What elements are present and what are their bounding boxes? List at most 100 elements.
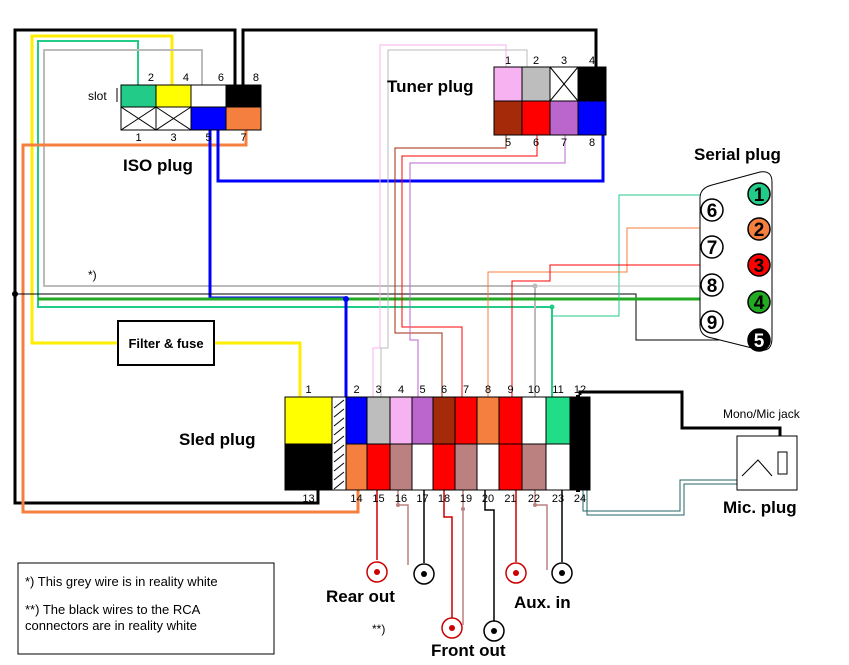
sled-bottom-pin-16-number: 16 xyxy=(395,493,407,505)
sled-bottom-pin-13-number: 13 xyxy=(302,493,314,505)
sled-bottom-pin-15 xyxy=(366,443,391,491)
tuner-top-pin-3-number: 3 xyxy=(561,55,567,67)
iso-slot-label: slot xyxy=(88,89,107,103)
wire-tuner-4-black xyxy=(241,28,598,85)
sled-bottom-pin-21-number: 21 xyxy=(504,493,516,505)
rca-front-black-icon xyxy=(483,620,505,642)
mic-plug-box xyxy=(736,435,798,491)
sled-bottom-pin-16 xyxy=(389,443,413,491)
sled-hatch-line xyxy=(333,435,345,445)
tuner-plug-bottom-row: 5 6 7 8 xyxy=(493,100,607,149)
tuner-top-pin-2-number: 2 xyxy=(533,55,539,67)
sled-plug-label: Sled plug xyxy=(179,430,256,449)
iso-top-pin-6 xyxy=(190,84,227,108)
filter-fuse: Filter & fuse xyxy=(117,320,215,366)
grey-wire-marker: *) xyxy=(88,268,97,282)
sled-top-pin-12-number: 12 xyxy=(574,384,586,396)
sled-hatch-line xyxy=(333,462,345,472)
wire-rca-front-black xyxy=(484,490,495,621)
iso-bottom-pin-7-number: 7 xyxy=(240,132,246,144)
iso-top-pin-2 xyxy=(120,84,157,108)
serial-pin-8 xyxy=(700,273,724,297)
note-black-wires-1: **) The black wires to the RCA xyxy=(25,602,201,617)
tuner-top-pin-1 xyxy=(493,66,523,102)
sled-plug-bottom-row: 13 14 15 16 17 18 19 20 21 22 23 24 xyxy=(284,443,591,505)
sled-hatch-line xyxy=(333,471,345,481)
tuner-top-pin-4 xyxy=(577,66,607,102)
sled-hatch-line xyxy=(333,408,345,418)
sled-bottom-pin-17 xyxy=(411,443,434,491)
sled-top-pin-10-number: 10 xyxy=(528,384,540,396)
iso-top-pin-2-number: 2 xyxy=(148,72,154,84)
serial-pin-3-number: 3 xyxy=(754,256,765,277)
serial-pin-5 xyxy=(747,328,771,352)
sled-top-pin-5 xyxy=(411,396,434,445)
front-out-label: Front out xyxy=(431,641,506,660)
tuner-plug-label: Tuner plug xyxy=(387,77,474,96)
sled-bottom-pin-20-number: 20 xyxy=(482,493,494,505)
sled-top-pin-9-number: 9 xyxy=(507,384,513,396)
serial-pin-4-number: 4 xyxy=(754,293,765,314)
sled-bottom-pin-17-number: 17 xyxy=(416,493,428,505)
wire-serial-5-black xyxy=(15,293,755,341)
sled-top-pin-10 xyxy=(521,396,547,445)
rear-out-label: Rear out xyxy=(326,587,395,606)
sled-plug-top-row: 1 2 3 4 5 6 7 8 9 10 11 12 xyxy=(284,384,591,445)
sled-key-column xyxy=(331,396,347,491)
sled-bottom-pin-22 xyxy=(521,443,547,491)
sled-bottom-pin-22-number: 22 xyxy=(528,493,540,505)
serial-pin-4 xyxy=(747,290,771,314)
sled-bottom-pin-13 xyxy=(284,443,333,491)
sled-bottom-pin-14 xyxy=(345,443,368,491)
sled-bottom-pin-14-number: 14 xyxy=(350,493,362,505)
notes-frame xyxy=(17,562,275,655)
wire-iso-6-grey xyxy=(43,49,536,397)
sled-bottom-pin-23-number: 23 xyxy=(552,493,564,505)
tuner-bottom-pin-6 xyxy=(521,100,551,136)
sled-plug: 1 2 3 4 5 6 7 8 9 10 11 12 13 14 15 16 17 18 19 20 21 22 23 24… xyxy=(179,384,591,505)
black-wire-marker: **) xyxy=(372,622,385,636)
wire-serial-1-green xyxy=(552,194,748,317)
aux-in-label: Aux. in xyxy=(514,593,571,612)
sled-top-pin-9 xyxy=(498,396,523,445)
sled-top-pin-11-number: 11 xyxy=(552,384,563,396)
serial-pin-6-number: 6 xyxy=(707,201,718,222)
serial-pin-1 xyxy=(747,182,771,206)
iso-top-pin-8-number: 8 xyxy=(253,72,259,84)
sled-top-pin-1-number: 1 xyxy=(305,384,311,396)
sled-top-pin-1 xyxy=(284,396,333,445)
serial-pin-2 xyxy=(747,217,771,241)
iso-bottom-pin-5-number: 5 xyxy=(205,132,211,144)
filter-fuse-box xyxy=(117,320,215,366)
serial-pin-8-number: 8 xyxy=(707,276,718,297)
iso-bottom-pin-1-cross-b xyxy=(120,106,157,131)
sled-hatch-line xyxy=(333,444,345,454)
tuner-top-pin-1-number: 1 xyxy=(505,55,511,67)
serial-pin-1-number: 1 xyxy=(754,185,765,206)
wire-rca-aux-brown xyxy=(534,490,548,570)
junction-left-black xyxy=(12,291,18,297)
sled-hatch-line xyxy=(333,453,345,463)
junction-rca-19 xyxy=(461,507,465,511)
sled-top-pin-2 xyxy=(345,396,368,445)
mic-plug-contact xyxy=(741,459,773,477)
sled-bottom-pin-23 xyxy=(545,443,571,491)
sled-top-pin-4 xyxy=(389,396,413,445)
sled-top-pin-2-number: 2 xyxy=(353,384,359,396)
wire-iso-4-yellow xyxy=(30,34,174,345)
wire-iso-8-black xyxy=(13,28,320,505)
iso-plug: 2 4 6 8 1 3 5 7 slot ISO plug xyxy=(88,72,262,175)
iso-bottom-pin-7 xyxy=(225,106,262,131)
iso-bottom-pin-3-number: 3 xyxy=(170,132,176,144)
note-black-wires-2: connectors are in reality white xyxy=(25,618,197,633)
wire-tuner-6-red xyxy=(401,135,538,397)
sled-top-pin-12 xyxy=(569,396,591,445)
sled-top-pin-7 xyxy=(454,396,478,445)
iso-top-pin-4-number: 4 xyxy=(183,72,189,84)
wire-rca-front-red xyxy=(443,490,453,618)
filter-fuse-label: Filter & fuse xyxy=(128,336,203,351)
tuner-bottom-pin-5-number: 5 xyxy=(505,137,511,149)
sled-top-pin-8-number: 8 xyxy=(485,384,491,396)
